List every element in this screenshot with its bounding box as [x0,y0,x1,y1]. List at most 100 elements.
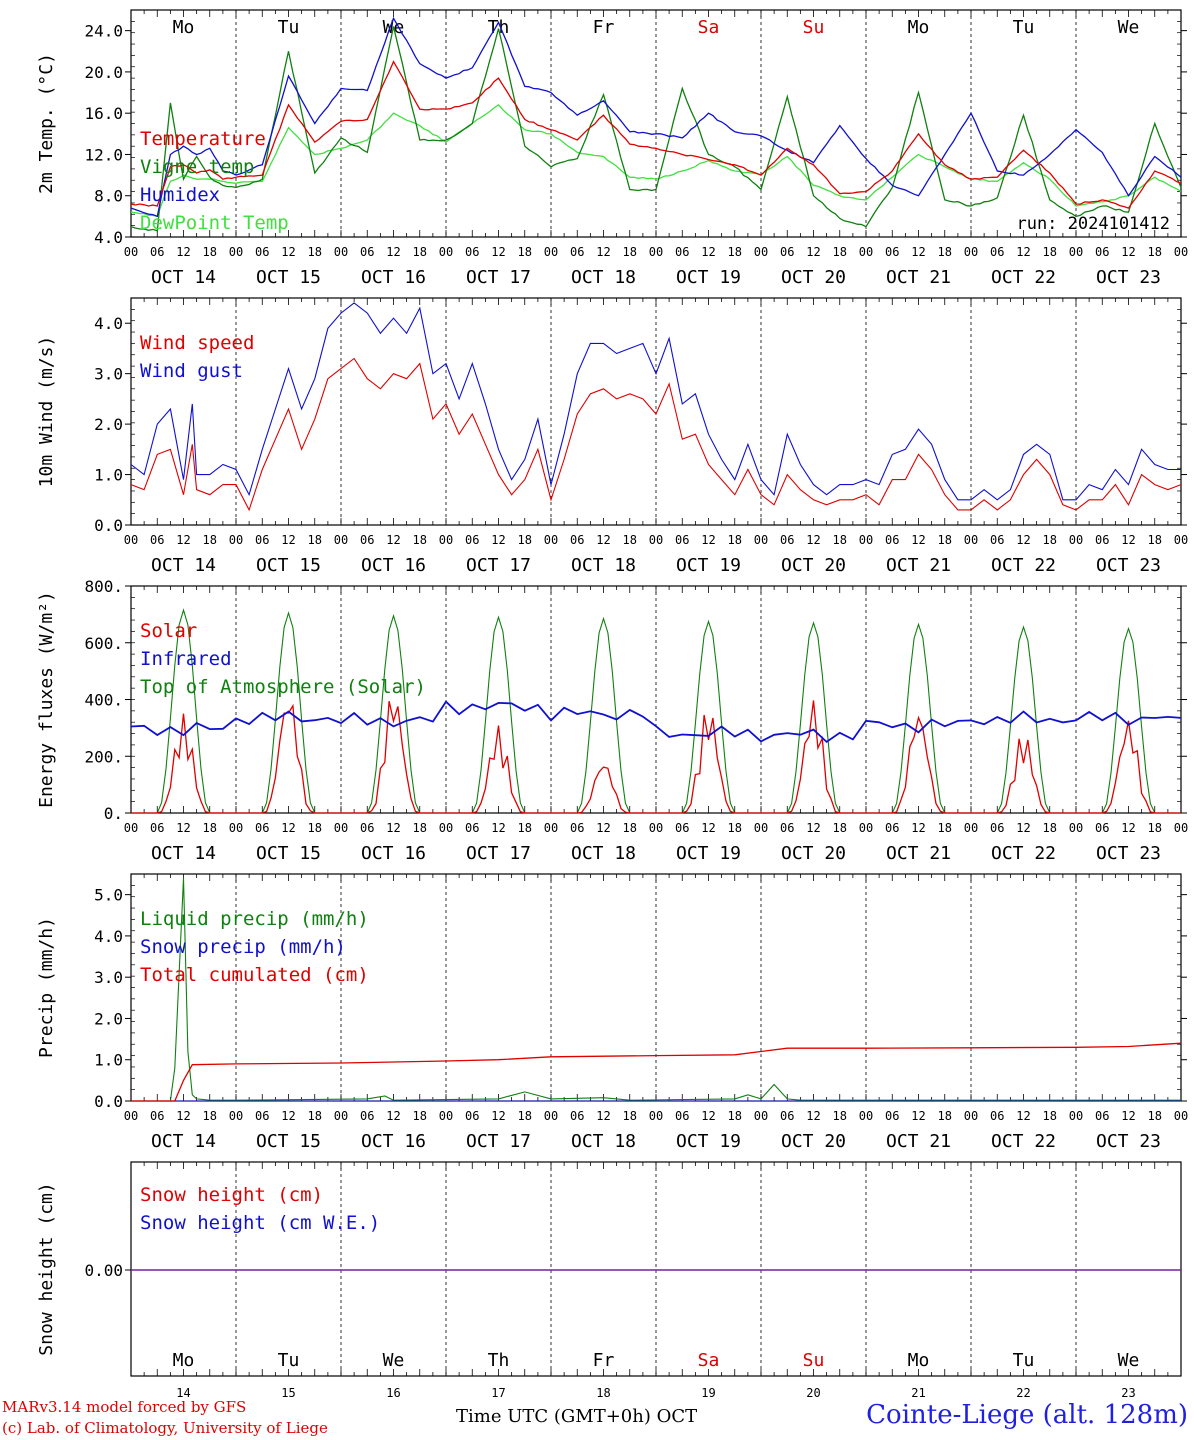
weekday-label-bottom: Mo [908,1350,930,1371]
weekday-label: Mo [173,17,195,38]
y-tick-label: 800. [84,577,123,596]
hour-tick-label: 06 [780,1109,794,1123]
hour-tick-label: 18 [938,245,952,259]
date-label: OCT 18 [571,843,636,864]
hour-tick-label: 00 [649,1109,663,1123]
hour-tick-label: 00 [859,821,873,835]
hour-tick-label: 12 [386,533,400,547]
date-label: OCT 21 [886,843,951,864]
hour-tick-label: 06 [570,821,584,835]
lab-credit: (c) Lab. of Climatology, University of L… [2,1419,328,1437]
hour-tick-label: 00 [1069,245,1083,259]
date-label: OCT 18 [571,267,636,288]
hour-tick-label: 18 [623,245,637,259]
hour-tick-label: 18 [308,1109,322,1123]
hour-tick-label: 06 [360,1109,374,1123]
date-label: OCT 14 [151,843,216,864]
hour-tick-label: 18 [203,1109,217,1123]
hour-tick-label: 00 [649,821,663,835]
wind-series-line [130,302,1181,501]
hour-tick-label: 00 [1174,1109,1188,1123]
date-label: OCT 23 [1096,267,1161,288]
y-tick-label: 3.0 [94,968,123,987]
hour-tick-label: 00 [754,533,768,547]
y-tick-label: 4.0 [94,927,123,946]
hour-tick-label: 06 [780,245,794,259]
hour-tick-label: 00 [964,245,978,259]
wind-legend-entry: Wind gust [140,360,243,382]
y-tick-label: 3.0 [94,365,123,384]
date-label: OCT 15 [256,267,321,288]
y-tick-label: 1.0 [94,466,123,485]
weekday-label-bottom: Mo [173,1350,195,1371]
hour-tick-label: 06 [255,533,269,547]
y-tick-label: 0. [104,804,123,823]
hour-tick-label: 12 [806,1109,820,1123]
weekday-label-bottom: Tu [1013,1350,1035,1371]
temp-series-line [130,60,1182,209]
hour-tick-label: 06 [255,245,269,259]
hour-tick-label: 18 [518,245,532,259]
day-number-label: 20 [806,1386,820,1400]
date-label: OCT 22 [991,843,1056,864]
hour-tick-label: 06 [150,1109,164,1123]
temp-series-line [130,104,1182,218]
date-label: OCT 23 [1096,555,1161,576]
date-label: OCT 19 [676,267,741,288]
hour-tick-label: 06 [255,821,269,835]
hour-tick-label: 18 [833,821,847,835]
temperature-axis-label: 2m Temp. (°C) [36,53,57,194]
precip-axis-label: Precip (mm/h) [36,917,57,1058]
hour-tick-label: 18 [728,1109,742,1123]
date-label: OCT 23 [1096,843,1161,864]
date-label: OCT 16 [361,267,426,288]
hour-tick-label: 00 [229,1109,243,1123]
y-tick-label: 2.0 [94,415,123,434]
y-tick-label: 0.00 [84,1261,123,1280]
hour-tick-label: 00 [964,821,978,835]
hour-tick-label: 12 [701,245,715,259]
run-label: run: 2024101412 [1016,214,1170,234]
hour-tick-label: 06 [885,245,899,259]
day-number-label: 19 [701,1386,715,1400]
y-tick-label: 8.0 [94,187,123,206]
hour-tick-label: 18 [1148,1109,1162,1123]
temp-legend-entry: Vigne temp [140,156,254,178]
weekday-label-bottom: Th [488,1350,510,1371]
hour-tick-label: 00 [334,533,348,547]
energy-legend-entry: Infrared [140,648,232,670]
hour-tick-label: 18 [1148,533,1162,547]
hour-tick-label: 18 [833,1109,847,1123]
y-tick-label: 4.0 [94,228,123,247]
hour-tick-label: 12 [281,533,295,547]
date-label: OCT 15 [256,1131,321,1152]
temp-legend-entry: DewPoint Temp [140,212,289,234]
day-number-label: 16 [386,1386,400,1400]
hour-tick-label: 06 [465,1109,479,1123]
date-label: OCT 18 [571,555,636,576]
hour-tick-label: 06 [570,1109,584,1123]
hour-tick-label: 12 [806,533,820,547]
hour-tick-label: 06 [990,1109,1004,1123]
hour-tick-label: 00 [754,1109,768,1123]
day-number-label: 22 [1016,1386,1030,1400]
weekday-label: Sa [698,17,720,38]
hour-tick-label: 00 [1069,533,1083,547]
y-tick-label: 0.0 [94,1092,123,1111]
hour-tick-label: 06 [360,245,374,259]
hour-tick-label: 00 [124,1109,138,1123]
hour-tick-label: 06 [675,533,689,547]
weekday-label: Fr [593,17,615,38]
hour-tick-label: 18 [623,1109,637,1123]
hour-tick-label: 00 [649,533,663,547]
hour-tick-label: 00 [124,821,138,835]
date-label: OCT 22 [991,555,1056,576]
solar-line [131,700,1181,814]
day-number-label: 18 [596,1386,610,1400]
hour-tick-label: 06 [360,533,374,547]
energy-axis-label: Energy fluxes (W/m²) [36,591,57,808]
hour-tick-label: 06 [255,1109,269,1123]
hour-tick-label: 06 [360,821,374,835]
wind-series-line [130,357,1182,512]
hour-tick-label: 06 [780,533,794,547]
